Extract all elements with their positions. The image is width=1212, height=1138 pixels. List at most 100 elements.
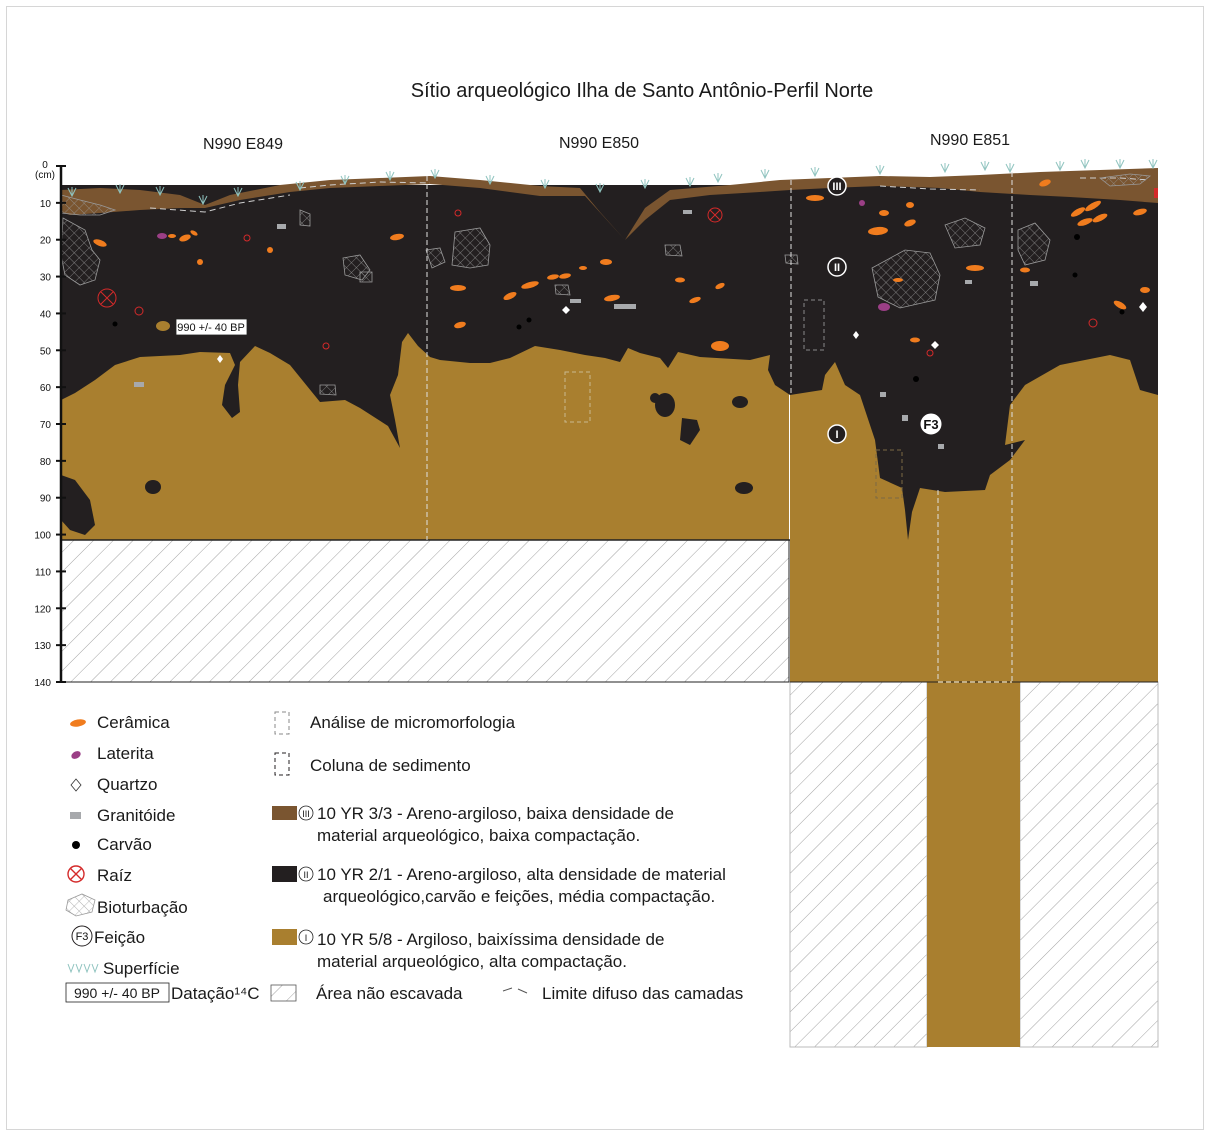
layer-label-II-text: II [834, 262, 840, 274]
layer-III-swatch [272, 806, 297, 820]
surface-grass-mark [430, 169, 440, 180]
surface-grass-mark [198, 195, 208, 206]
depth-tick-label: 40 [40, 309, 52, 320]
depth-tick-label: 130 [34, 641, 51, 652]
unit-label-e850: N990 E850 [559, 135, 639, 152]
surface-grass-mark [295, 181, 305, 192]
legend-laterite-label: Laterita [97, 744, 154, 763]
unit-label-e851: N990 E851 [930, 132, 1010, 149]
layer-III-description-1: 10 YR 3/3 - Areno-argiloso, baixa densid… [317, 804, 674, 823]
root-trace-right [1154, 188, 1158, 198]
excavation-unit-divisions [426, 172, 1013, 683]
layer-I-description-2: material arqueológico, alta compactação. [317, 952, 627, 971]
surface-grass-mark [940, 163, 950, 174]
surface-grass-mark [1055, 161, 1065, 172]
legend-sediment-column-label: Coluna de sedimento [310, 756, 471, 775]
depth-tick-label: 30 [40, 273, 52, 284]
layer-I-swatch [272, 929, 297, 945]
layer-label-III: III [827, 176, 847, 196]
surface-grass-mark [115, 184, 125, 195]
legend-surface-label: Superfície [103, 959, 180, 978]
bioturbation-areas [60, 173, 1152, 396]
surface-grass-mark [233, 187, 243, 198]
depth-tick-label: 110 [35, 567, 51, 578]
surface-icon [67, 963, 99, 974]
feature-F3-text: F3 [923, 417, 938, 432]
quartz-icon [70, 778, 82, 792]
legend-dating-label: Datação¹⁴C [171, 984, 260, 1003]
legend-feature-label: Feição [94, 928, 145, 947]
depth-tick-label: 60 [40, 383, 52, 394]
surface-grass-mark [385, 171, 395, 182]
legend-root-label: Raíz [97, 866, 132, 885]
layer-III-roman-text: III [302, 809, 310, 819]
depth-tick-label: 50 [40, 346, 52, 357]
figure-title: Sítio arqueológico Ilha de Santo Antônio… [411, 80, 874, 102]
surface-grass-mark [595, 183, 605, 194]
charcoal-fragments [112, 234, 1125, 382]
surface-grass-mark [67, 187, 77, 198]
depth-tick-label: 70 [40, 420, 52, 431]
depth-tick-label: 80 [40, 457, 52, 468]
layer-label-I: I [827, 424, 847, 444]
layer-I-description-1: 10 YR 5/8 - Argiloso, baixíssima densida… [317, 930, 664, 949]
not-excavated-area-bottom-left [789, 681, 928, 1048]
depth-tick-label: 20 [40, 236, 52, 247]
legend-not-excavated-label: Área não escavada [316, 984, 463, 1003]
legend-quartz-label: Quartzo [97, 775, 157, 794]
surface-grass-mark [1115, 159, 1125, 170]
granitoid-fragments [134, 210, 1038, 449]
laterite-fragments [157, 200, 890, 311]
layer-III-description-2: material arqueológico, baixa compactação… [317, 826, 640, 845]
surface-grass-mark [685, 177, 695, 188]
surface-grass-mark [1005, 163, 1015, 174]
layer-label-II: II [827, 257, 847, 277]
not-excavated-icon [270, 984, 297, 1002]
legend-charcoal-label: Carvão [97, 835, 152, 854]
surface-grass-mark [875, 165, 885, 176]
bioturbation-icon [65, 893, 96, 917]
feature-icon-text: F3 [76, 931, 89, 943]
quartz-fragments [217, 302, 1147, 363]
layer-II-roman-text: II [303, 870, 308, 880]
surface-grass-mark [155, 186, 165, 197]
surface-grass-mark [540, 179, 550, 190]
unit-label-e849: N990 E849 [203, 136, 283, 153]
layer-label-I-text: I [835, 429, 838, 441]
surface-grass-mark [760, 169, 770, 180]
feature-F3-label: F3 [919, 412, 943, 436]
charcoal-icon [72, 841, 80, 849]
sediment-column-icon [274, 752, 290, 776]
dating-sample-marker [156, 321, 170, 331]
root-marks [97, 207, 1098, 357]
depth-unit-label: (cm) [35, 170, 55, 181]
layer-II-description-2: arqueológico,carvão e feições, média com… [323, 887, 715, 906]
dating-legend-box-text: 990 +/- 40 BP [74, 985, 160, 1001]
surface-grass-mark [713, 173, 723, 184]
micromorphology-icon [274, 711, 290, 735]
sampling-boxes [564, 299, 903, 499]
legend-ceramic-label: Cerâmica [97, 713, 170, 732]
depth-tick-label: 100 [34, 531, 51, 542]
granitoid-icon [70, 812, 81, 819]
charcoal-lenses [61, 393, 753, 535]
layer-II-swatch [272, 866, 297, 882]
ceramic-icon [70, 719, 86, 727]
surface-grass-marks [67, 159, 1158, 206]
root-icon [67, 865, 85, 883]
surface-grass-mark [340, 175, 350, 186]
layer-III-roman-badge: III [298, 805, 314, 821]
layer-II-description-1: 10 YR 2/1 - Areno-argiloso, alta densida… [317, 865, 726, 884]
surface-grass-mark [810, 167, 820, 178]
legend-bioturbation-label: Bioturbação [97, 898, 188, 917]
depth-tick-label: 120 [34, 604, 51, 615]
layer-I-roman-text: I [305, 933, 308, 943]
dating-label-text: 990 +/- 40 BP [177, 322, 245, 334]
not-excavated-area-bottom-right [1019, 681, 1159, 1048]
legend: Cerâmica Laterita Quartzo Granitóide Car… [65, 711, 743, 1003]
depth-tick-label: 140 [34, 678, 51, 689]
surface-grass-mark [1148, 159, 1158, 170]
depth-axis: 0 (cm) 10 20 30 40 50 60 70 80 90 100 110 120 130 140 [34, 160, 66, 689]
surface-grass-mark [1080, 159, 1090, 170]
